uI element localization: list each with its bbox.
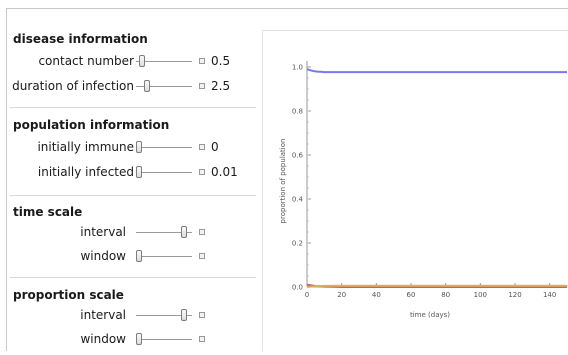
proportion-window-label: window (80, 332, 126, 346)
duration-of-infection-expand-icon[interactable] (199, 83, 205, 89)
y-tick-label: 0.2 (292, 240, 303, 248)
initially-immune-value: 0 (211, 140, 219, 154)
x-tick-label: 60 (407, 291, 416, 299)
y-tick-label: 0.4 (292, 196, 304, 204)
time-interval-expand-icon[interactable] (199, 229, 205, 235)
x-tick-label: 0 (305, 291, 309, 299)
x-tick-label: 80 (441, 291, 450, 299)
x-tick-label: 100 (474, 291, 487, 299)
proportion-interval-slider-thumb[interactable] (181, 309, 187, 321)
contact-number-slider[interactable] (136, 61, 192, 62)
proportion-window-expand-icon[interactable] (199, 336, 205, 342)
x-tick-label: 140 (543, 291, 556, 299)
duration-of-infection-value: 2.5 (211, 79, 231, 93)
initially-infected-slider-thumb[interactable] (136, 166, 142, 178)
x-tick-label: 40 (372, 291, 381, 299)
time-scale-section-title: time scale (13, 205, 83, 219)
time-interval-label: interval (80, 225, 126, 239)
time-interval-slider-thumb[interactable] (181, 226, 187, 238)
y-tick-label: 1.0 (292, 64, 303, 72)
initially-infected-label: initially infected (37, 165, 134, 179)
initially-immune-expand-icon[interactable] (199, 144, 205, 150)
initially-infected-value: 0.01 (211, 165, 238, 179)
y-tick-label: 0.8 (292, 108, 303, 116)
proportion-window-slider[interactable] (136, 339, 192, 340)
proportion-window-slider-thumb[interactable] (136, 333, 142, 345)
time-window-expand-icon[interactable] (199, 253, 205, 259)
x-tick-label: 20 (337, 291, 346, 299)
section-divider (10, 195, 256, 196)
section-divider (10, 107, 256, 108)
contact-number-slider-thumb[interactable] (138, 55, 145, 67)
population-section-title: population information (13, 118, 170, 132)
section-divider (10, 277, 256, 278)
y-axis: 0.0 0.2 0.4 0.6 0.8 1.0 (292, 61, 311, 292)
initially-immune-label: initially immune (37, 140, 134, 154)
duration-of-infection-label: duration of infection (12, 79, 134, 93)
proportion-interval-slider[interactable] (136, 315, 192, 316)
proportion-interval-expand-icon[interactable] (199, 312, 205, 318)
plot-panel: 0.0 0.2 0.4 0.6 0.8 1.0 0 20 40 60 80 100 120 140 ti… (262, 30, 568, 351)
proportion-scale-section-title: proportion scale (13, 288, 124, 302)
initially-immune-slider[interactable] (136, 147, 192, 148)
contact-number-expand-icon[interactable] (199, 58, 205, 64)
series-line (306, 284, 567, 288)
initially-immune-slider-thumb[interactable] (136, 141, 142, 153)
initially-infected-slider[interactable] (136, 172, 192, 173)
time-interval-slider[interactable] (136, 232, 192, 233)
initially-infected-expand-icon[interactable] (199, 169, 205, 175)
y-axis-label: proportion of population (279, 139, 287, 224)
y-tick-label: 0.0 (292, 284, 303, 292)
time-window-label: window (80, 249, 126, 263)
x-tick-label: 120 (508, 291, 521, 299)
proportion-interval-label: interval (80, 308, 126, 322)
duration-of-infection-slider[interactable] (136, 86, 192, 87)
plot-series (306, 68, 567, 288)
disease-section-title: disease information (13, 32, 148, 46)
contact-number-label: contact number (38, 54, 134, 68)
series-line (306, 68, 567, 74)
time-window-slider-thumb[interactable] (136, 250, 142, 262)
x-axis-label: time (days) (410, 311, 450, 319)
y-tick-label: 0.6 (292, 152, 304, 160)
time-window-slider[interactable] (136, 256, 192, 257)
duration-of-infection-slider-thumb[interactable] (143, 80, 150, 92)
sir-plot: 0.0 0.2 0.4 0.6 0.8 1.0 0 20 40 60 80 100 120 140 ti… (279, 61, 568, 319)
contact-number-value: 0.5 (211, 54, 231, 68)
